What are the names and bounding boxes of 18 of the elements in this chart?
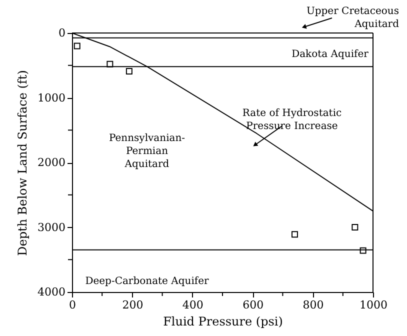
x-tick-label: 800: [302, 298, 324, 312]
x-tick-label: 400: [182, 298, 204, 312]
text: Upper Cretaceous Aquitard: [306, 6, 400, 30]
y-tick-label: 0: [58, 26, 66, 40]
x-tick-label: 200: [122, 298, 144, 312]
y-tick-label: 1000: [38, 91, 66, 104]
annotation: Deep-Carbonate Aquifer: [85, 276, 210, 287]
x-tick-label: 1000: [360, 298, 388, 312]
x-tick-label: 600: [242, 298, 264, 312]
x-tick-label: 0: [69, 298, 76, 312]
y-axis-title: Depth Below Land Surface (ft): [16, 70, 30, 256]
y-tick-label: 4000: [38, 286, 66, 298]
annotation: Pennsylvanian- Permian Aquitard: [108, 133, 186, 170]
y-tick-label: 2000: [38, 156, 66, 169]
y-tick-label: 3000: [38, 220, 66, 234]
annotation: Rate of Hydrostatic Pressure Increase: [242, 108, 342, 132]
annotation: Dakota Aquifer: [292, 49, 369, 60]
x-axis-title: Fluid Pressure (psi): [163, 314, 283, 328]
